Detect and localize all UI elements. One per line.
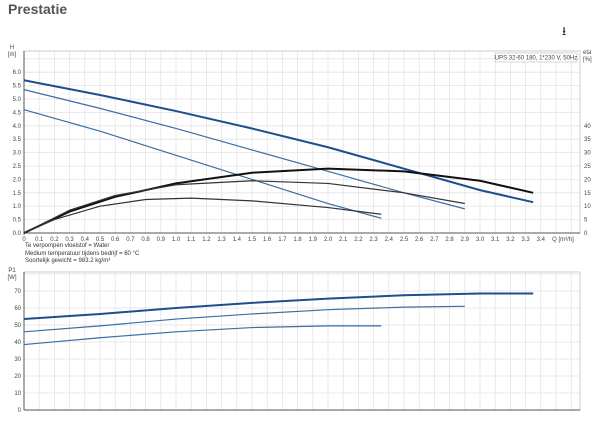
x-tick-label: 2.9 (461, 237, 470, 243)
y2-tick-label: 40 (584, 124, 591, 130)
y2-tick-label: 15 (584, 191, 591, 197)
y-tick-label: 0.5 (13, 218, 22, 224)
legend-box (494, 52, 578, 63)
y-tick-label: 40 (14, 340, 21, 346)
x-tick-label: 1.0 (172, 237, 181, 243)
y-tick-label: 50 (14, 323, 21, 329)
power-curve-1 (23, 305, 465, 333)
legend-text: UPS 32-60 180, 1*230 V, 50Hz (495, 56, 578, 62)
y-tick-label: 6.0 (13, 70, 22, 76)
y-tick-label: 10 (14, 391, 21, 397)
x-tick-label: 2.6 (415, 237, 424, 243)
x-tick-label: 0.2 (50, 237, 59, 243)
x-tick-label: 1.6 (263, 237, 272, 243)
x-tick-label: 0.8 (141, 237, 150, 243)
x-tick-label: 1.4 (233, 237, 242, 243)
y2-tick-label: 0 (584, 231, 588, 237)
x-tick-label: 3.1 (491, 237, 500, 243)
x-tick-label: 2.5 (400, 237, 409, 243)
x-tick-label: 3.2 (506, 237, 515, 243)
note-fluid: Te verpompen vloeistof = Water (25, 243, 110, 249)
x-tick-label: 1.1 (187, 237, 196, 243)
y-tick-label: 1.0 (13, 204, 22, 210)
y2-axis-unit: [%] (583, 57, 592, 63)
x-axis-label: Q [m³/h] (552, 237, 574, 243)
y-tick-label: 30 (14, 357, 21, 363)
y-tick-label: 2.5 (13, 164, 22, 170)
x-tick-label: 2.8 (445, 237, 454, 243)
y-tick-label: 2.0 (13, 177, 22, 183)
note-density: Soortelijk gewicht = 983.2 kg/m³ (25, 258, 111, 264)
y-axis-label-power: P1 (8, 268, 16, 274)
y-axis-unit: [m] (8, 52, 17, 58)
x-tick-label: 3.4 (537, 237, 546, 243)
y-tick-label: 5.5 (13, 84, 22, 90)
y-tick-label: 70 (14, 289, 21, 295)
power-curve-2 (23, 325, 382, 346)
y2-axis-label: eta (583, 50, 592, 56)
fluid-notes: Te verpompen vloeistof = Water Medium te… (25, 243, 139, 266)
head-curve-0 (23, 79, 534, 204)
y-tick-label: 3.0 (13, 151, 22, 157)
y-axis-unit-power: [W] (8, 275, 17, 281)
x-tick-label: 2.0 (324, 237, 333, 243)
power-curve-0 (23, 292, 534, 321)
x-tick-label: 0.4 (81, 237, 90, 243)
x-tick-label: 2.1 (339, 237, 348, 243)
y-tick-label: 60 (14, 306, 21, 312)
x-tick-label: 2.7 (430, 237, 439, 243)
x-tick-label: 1.9 (309, 237, 318, 243)
x-tick-label: 3.0 (476, 237, 485, 243)
y-tick-label: 4.5 (13, 110, 22, 116)
y-tick-label: 3.5 (13, 137, 22, 143)
x-tick-label: 1.2 (202, 237, 211, 243)
y2-tick-label: 30 (584, 151, 591, 157)
eta-curve-3 (23, 167, 534, 234)
y-tick-label: 4.0 (13, 124, 22, 130)
x-tick-label: 1.5 (248, 237, 257, 243)
y-tick-label: 20 (14, 374, 21, 380)
x-tick-label: 2.2 (354, 237, 363, 243)
x-tick-label: 2.3 (369, 237, 378, 243)
x-tick-label: 0.6 (111, 237, 120, 243)
head-curve-2 (23, 109, 382, 219)
x-tick-label: 0.7 (126, 237, 135, 243)
x-tick-label: 1.8 (293, 237, 302, 243)
x-tick-label: 0 (22, 237, 26, 243)
y2-tick-label: 25 (584, 164, 591, 170)
y2-tick-label: 10 (584, 204, 591, 210)
download-icon[interactable]: ⭳ (562, 24, 567, 38)
eta-curve-5 (23, 197, 382, 234)
eta-curve-4 (23, 180, 465, 234)
x-tick-label: 2.4 (385, 237, 394, 243)
plot-area-power (23, 271, 581, 411)
note-temperature: Medium temperatuur tijdens bedrijf = 60 … (25, 250, 140, 257)
y2-tick-label: 5 (584, 218, 588, 224)
y-tick-label: 1.5 (13, 191, 22, 197)
page-title: Prestatie (8, 1, 68, 17)
y-tick-label: 5.0 (13, 97, 22, 103)
x-tick-label: 0.1 (35, 237, 44, 243)
y2-tick-label: 20 (584, 177, 591, 183)
x-tick-label: 3.3 (521, 237, 530, 243)
x-tick-label: 0.3 (65, 237, 74, 243)
x-tick-label: 0.9 (157, 237, 166, 243)
y-axis-label: H (10, 45, 14, 51)
y2-tick-label: 35 (584, 137, 591, 143)
y-tick-label: 0.0 (13, 231, 22, 237)
x-tick-label: 1.7 (278, 237, 287, 243)
y-tick-label: 0 (18, 408, 22, 414)
x-tick-label: 0.5 (96, 237, 105, 243)
x-tick-label: 1.3 (217, 237, 226, 243)
